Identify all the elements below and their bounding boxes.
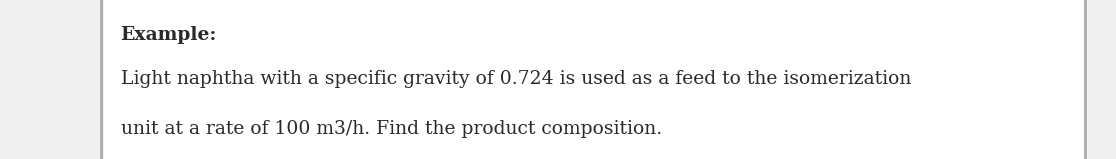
Bar — [1084, 0, 1087, 159]
Bar — [104, 0, 1084, 159]
Text: unit at a rate of 100 m3/h. Find the product composition.: unit at a rate of 100 m3/h. Find the pro… — [121, 120, 662, 138]
Bar — [100, 0, 103, 159]
Text: Example:: Example: — [121, 26, 217, 44]
Text: Light naphtha with a specific gravity of 0.724 is used as a feed to the isomeriz: Light naphtha with a specific gravity of… — [121, 70, 911, 89]
